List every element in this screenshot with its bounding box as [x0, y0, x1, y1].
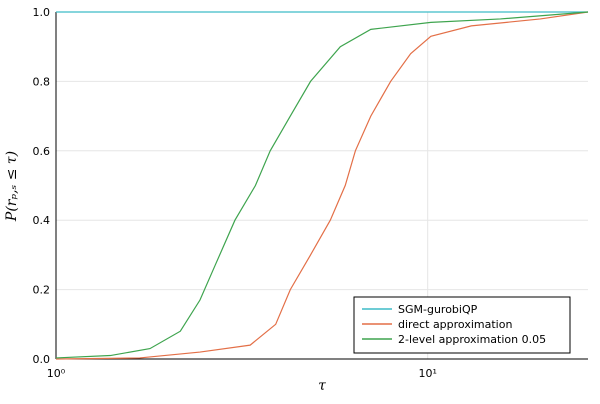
y-tick-label: 0.0 [33, 353, 51, 366]
legend-label: 2-level approximation 0.05 [398, 333, 546, 346]
x-axis-label: τ [318, 378, 326, 394]
x-tick-label: 10¹ [418, 367, 436, 380]
legend-label: SGM-gurobiQP [398, 303, 478, 316]
legend-label: direct approximation [398, 318, 512, 331]
y-axis-label: P(rₚ,ₛ ≤ τ) [4, 151, 20, 222]
y-tick-label: 0.4 [33, 214, 51, 227]
x-tick-label: 10⁰ [47, 367, 66, 380]
legend-box [353, 296, 571, 354]
line-series [55, 11, 589, 359]
y-tick-label: 0.8 [33, 75, 51, 88]
line-series [55, 11, 589, 360]
y-tick-label: 0.2 [33, 284, 51, 297]
y-tick-label: 1.0 [33, 6, 51, 19]
y-tick-label: 0.6 [33, 145, 51, 158]
